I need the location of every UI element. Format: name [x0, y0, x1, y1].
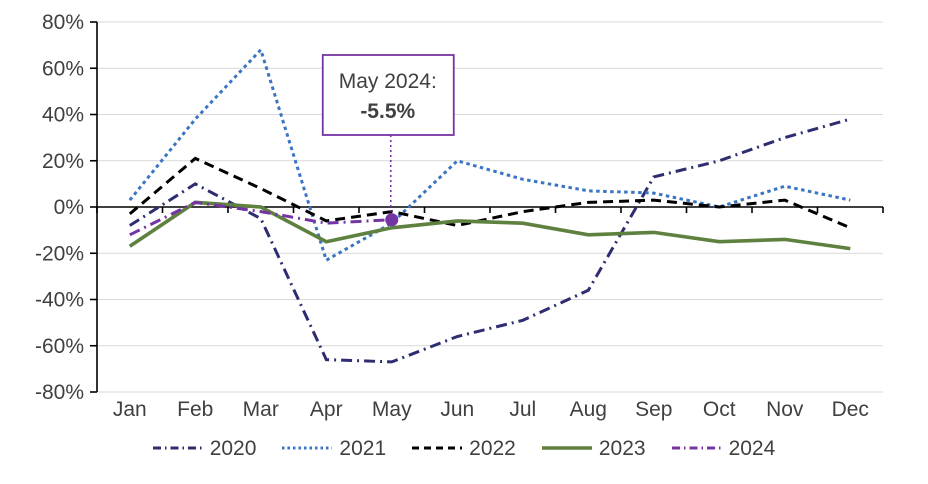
y-axis-label: -20%	[35, 242, 84, 265]
y-axis-label: 0%	[54, 196, 84, 219]
series-line-2024	[129, 200, 392, 237]
legend-line-sample-2021	[282, 446, 333, 450]
x-axis-label: Mar	[243, 398, 279, 421]
legend-line-sample-2023	[541, 446, 592, 450]
y-axis-label: -40%	[35, 289, 84, 312]
x-axis-label: May	[372, 398, 412, 421]
y-axis-label: 40%	[42, 104, 84, 127]
x-axis-label: Oct	[703, 398, 736, 421]
annotation-value: -5.5%	[360, 100, 415, 123]
legend-item-2024: 2024	[671, 436, 776, 460]
x-axis-label: Feb	[177, 398, 213, 421]
x-axis-label: Sep	[635, 398, 672, 421]
x-axis-label: Jan	[113, 398, 147, 421]
x-axis-label: Aug	[570, 398, 607, 421]
legend-item-2023: 2023	[541, 436, 646, 460]
legend-item-2022: 2022	[412, 438, 516, 459]
annotation-box	[321, 54, 455, 136]
legend-line-sample-2022	[412, 446, 463, 450]
series-line-2023	[128, 200, 851, 251]
series-line-2022	[128, 156, 851, 230]
legend-item-2020: 2020	[152, 436, 257, 460]
y-axis-label: -60%	[35, 335, 84, 358]
legend-label-2020: 2020	[209, 436, 257, 460]
x-axis-label: Dec	[832, 398, 869, 421]
y-axis-label: -80%	[35, 381, 84, 404]
legend-item-2021: 2021	[282, 438, 386, 459]
legend-line-sample-2024	[671, 446, 722, 450]
annotation-marker	[385, 213, 399, 227]
legend-label-2022: 2022	[469, 436, 516, 460]
annotation-text: May 2024:	[339, 70, 437, 93]
legend-label-2024: 2024	[728, 436, 776, 460]
chart-legend: 2020 2021 2022 2023 2024	[0, 432, 928, 464]
legend-line-sample-2020	[152, 446, 203, 450]
x-axis-label: Apr	[310, 398, 343, 421]
y-axis-label: 60%	[42, 57, 84, 80]
legend-label-2021: 2021	[339, 436, 387, 460]
x-axis-label: Jul	[509, 398, 536, 421]
series-line-2020	[128, 117, 851, 364]
x-axis-label: Jun	[440, 398, 474, 421]
y-axis-label: 80%	[42, 11, 84, 34]
x-axis-label: Nov	[766, 398, 804, 421]
legend-label-2023: 2023	[598, 436, 646, 460]
series-line-2021	[128, 46, 851, 263]
y-axis-label: 20%	[42, 150, 84, 173]
